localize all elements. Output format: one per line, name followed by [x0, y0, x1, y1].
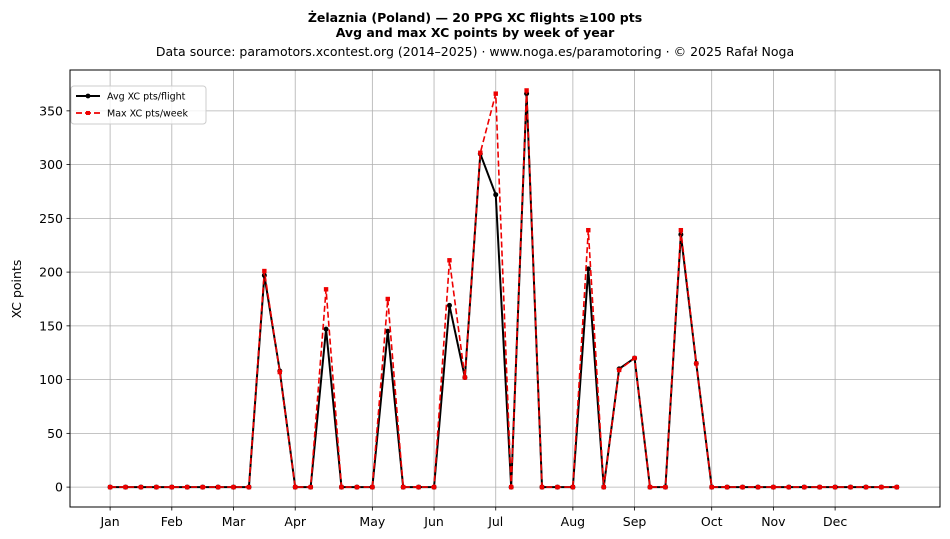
- y-tick-label: 0: [55, 480, 63, 495]
- max-point: [185, 484, 190, 490]
- y-tick-label: 150: [39, 318, 63, 333]
- max-point: [215, 484, 221, 490]
- y-tick-label: 300: [39, 157, 63, 172]
- x-tick-label: Dec: [823, 514, 847, 529]
- plot-frame: [69, 69, 941, 508]
- max-point: [308, 484, 313, 490]
- y-axis-label: XC points: [9, 260, 24, 319]
- max-point: [508, 484, 514, 490]
- max-point: [231, 484, 236, 490]
- max-point: [771, 484, 776, 490]
- max-point: [740, 484, 745, 490]
- avg-point: [585, 266, 591, 272]
- max-point: [154, 484, 159, 490]
- axis-layer: 0 50 100 150 200 250 300 350 Jan Feb Mar Apr May Jun J…: [39, 103, 847, 529]
- max-point: [370, 484, 375, 490]
- max-point: [555, 484, 560, 490]
- legend-avg-marker: [85, 93, 91, 99]
- y-tick-label: 350: [39, 103, 63, 118]
- max-point: [647, 484, 653, 490]
- x-tick-label: Oct: [701, 514, 723, 529]
- avg-point: [385, 328, 391, 334]
- max-series-line: [110, 89, 897, 488]
- avg-point: [446, 302, 452, 308]
- x-tick-label: Jun: [423, 514, 444, 529]
- max-point: [123, 484, 128, 490]
- max-point: [107, 484, 113, 490]
- max-point: [138, 484, 144, 490]
- max-point: [802, 484, 807, 490]
- max-point: [416, 484, 421, 490]
- legend-max-label: Max XC pts/week: [107, 109, 188, 120]
- max-point: [786, 484, 792, 490]
- max-point: [354, 484, 360, 490]
- max-point: [539, 484, 545, 490]
- legend-avg-label: Avg XC pts/flight: [107, 92, 186, 103]
- max-point: [694, 361, 699, 366]
- max-point: [339, 484, 344, 490]
- x-tick-label: Feb: [161, 514, 183, 529]
- max-point: [709, 484, 714, 490]
- grid-lines: [70, 70, 940, 507]
- max-point: [431, 484, 437, 490]
- max-point: [724, 484, 730, 490]
- max-point: [447, 258, 452, 263]
- max-point: [169, 484, 175, 490]
- max-point: [678, 227, 684, 233]
- max-point: [323, 287, 329, 292]
- max-point: [755, 484, 761, 490]
- x-tick-label: Apr: [284, 514, 306, 529]
- y-tick-label: 200: [39, 265, 63, 280]
- x-tick-label: Jul: [487, 514, 503, 529]
- avg-point: [493, 192, 499, 198]
- max-point: [277, 369, 282, 375]
- max-point: [570, 484, 576, 490]
- max-point: [493, 91, 498, 96]
- max-point: [832, 484, 838, 490]
- chart-subtitle: Data source: paramotors.xcontest.org (20…: [156, 44, 794, 59]
- x-tick-label: Jan: [99, 514, 119, 529]
- y-tick-label: 100: [39, 372, 63, 387]
- y-tick-label: 50: [47, 426, 63, 441]
- max-point: [586, 227, 591, 233]
- max-point: [524, 88, 529, 93]
- legend-max-marker: [86, 111, 90, 115]
- legend: Avg XC pts/flight Max XC pts/week: [70, 85, 207, 125]
- max-point: [462, 375, 468, 380]
- max-point: [293, 484, 298, 490]
- x-tick-label: Sep: [623, 514, 647, 529]
- x-tick-label: Mar: [222, 514, 246, 529]
- chart-title-line1: Żelaznia (Poland) — 20 PPG XC flights ≥1…: [308, 10, 642, 25]
- max-point: [601, 484, 606, 490]
- avg-point: [678, 231, 684, 237]
- max-point: [246, 484, 252, 490]
- max-point: [848, 484, 853, 490]
- chart-title-line2: Avg and max XC points by week of year: [336, 25, 615, 40]
- y-tick-label: 250: [39, 211, 63, 226]
- max-point: [632, 355, 637, 361]
- max-point: [385, 296, 390, 302]
- series-layer: [107, 88, 900, 490]
- max-point: [262, 268, 267, 274]
- max-point: [400, 484, 406, 490]
- x-tick-label: Nov: [761, 514, 786, 529]
- legend-box: [70, 85, 207, 125]
- max-point: [894, 484, 900, 490]
- max-point: [616, 367, 622, 373]
- x-tick-label: May: [359, 514, 385, 529]
- avg-point: [323, 326, 329, 332]
- max-point: [478, 150, 483, 155]
- max-point: [863, 484, 869, 490]
- max-point: [200, 484, 205, 490]
- max-point: [817, 484, 822, 490]
- max-point: [663, 484, 668, 490]
- max-point: [879, 484, 884, 490]
- x-tick-label: Aug: [561, 514, 585, 529]
